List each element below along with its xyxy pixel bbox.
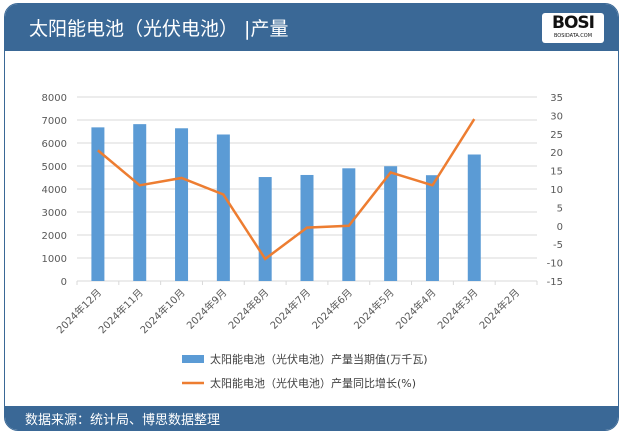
header: 太阳能电池（光伏电池） |产量 BOSI BOSIDATA.COM bbox=[5, 4, 618, 51]
legend-line-label: 太阳能电池（光伏电池）产量同比增长(%) bbox=[210, 376, 416, 390]
y-tick-label: 4000 bbox=[42, 185, 67, 196]
x-tick-label: 2024年6月 bbox=[309, 286, 355, 332]
legend-bar-label: 太阳能电池（光伏电池）产量当期值(万千瓦) bbox=[210, 352, 428, 366]
bar bbox=[133, 124, 147, 281]
y-tick-label: 6000 bbox=[42, 139, 67, 150]
y2-tick-label: 5 bbox=[557, 203, 563, 214]
y2-tick-label: 0 bbox=[557, 222, 563, 233]
x-tick-label: 2024年4月 bbox=[393, 286, 439, 332]
chart-title: 太阳能电池（光伏电池） |产量 bbox=[29, 18, 289, 40]
bar bbox=[258, 177, 272, 281]
chart-card: 太阳能电池（光伏电池） |产量 BOSI BOSIDATA.COM 数据来源：统计… bbox=[4, 3, 619, 431]
y-tick-label: 7000 bbox=[42, 116, 67, 127]
x-tick-label: 2024年3月 bbox=[435, 286, 481, 332]
y2-tick-label: 20 bbox=[550, 148, 563, 159]
bar bbox=[216, 134, 230, 281]
y2-tick-label: -10 bbox=[547, 259, 563, 270]
series-line bbox=[97, 118, 476, 261]
legend-bar-swatch bbox=[182, 355, 204, 363]
x-tick-label: 2024年2月 bbox=[476, 286, 522, 332]
data-source: 数据来源：统计局、博思数据整理 bbox=[25, 413, 221, 428]
y2-tick-label: -5 bbox=[553, 240, 563, 251]
y-tick-label: 0 bbox=[61, 277, 67, 288]
x-tick-label: 2024年8月 bbox=[225, 286, 271, 332]
x-tick-label: 2024年7月 bbox=[267, 286, 313, 332]
y2-tick-label: 35 bbox=[550, 93, 563, 104]
bar bbox=[91, 127, 105, 281]
y2-tick-label: -15 bbox=[547, 277, 563, 288]
bar bbox=[467, 154, 481, 281]
footer: 数据来源：统计局、博思数据整理 bbox=[5, 406, 618, 430]
y2-tick-label: 25 bbox=[550, 130, 563, 141]
bar bbox=[175, 128, 189, 281]
bar bbox=[384, 166, 398, 281]
y-tick-label: 5000 bbox=[42, 162, 67, 173]
x-tick-label: 2024年9月 bbox=[184, 286, 230, 332]
x-tick-label: 2024年5月 bbox=[351, 286, 397, 332]
x-tick-label: 2024年10月 bbox=[137, 286, 187, 336]
y-tick-label: 8000 bbox=[42, 93, 67, 104]
y-tick-label: 1000 bbox=[42, 254, 67, 265]
y2-tick-label: 30 bbox=[550, 111, 563, 122]
y-tick-label: 2000 bbox=[42, 231, 67, 242]
bar bbox=[425, 175, 439, 281]
bosi-logo: BOSI BOSIDATA.COM bbox=[542, 13, 604, 43]
y2-tick-label: 10 bbox=[550, 185, 563, 196]
y-tick-label: 3000 bbox=[42, 208, 67, 219]
y2-tick-label: 15 bbox=[550, 167, 563, 178]
